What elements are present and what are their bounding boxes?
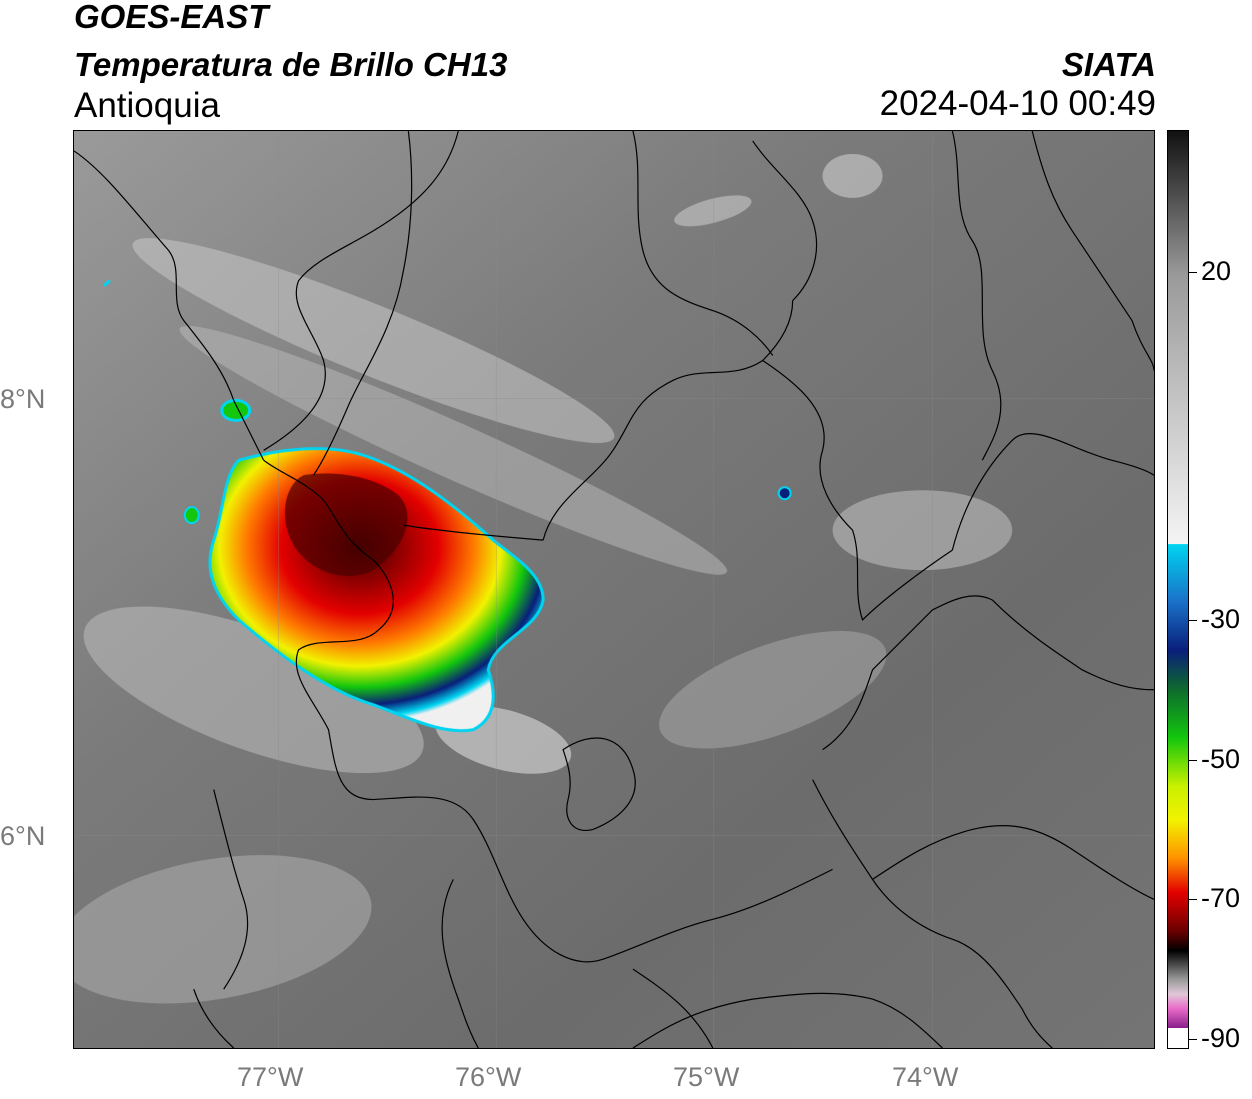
colorbar-label-minus30: -30 xyxy=(1201,604,1241,634)
colorbar-color-section xyxy=(1168,544,1188,1029)
grid-lines xyxy=(74,131,1154,1048)
colorbar-gray-section xyxy=(1168,131,1188,545)
satellite-title: GOES-EAST xyxy=(74,0,269,35)
colorbar-tick xyxy=(1189,1039,1197,1040)
borders xyxy=(74,131,1154,1048)
lat-label-6n: 6°N xyxy=(0,821,46,851)
colorbar-label-minus70: -70 xyxy=(1201,883,1241,913)
organization-label: SIATA xyxy=(1061,46,1156,83)
convective-cell xyxy=(102,279,792,733)
lon-label-77w: 77°W xyxy=(237,1062,304,1092)
lon-label-76w: 76°W xyxy=(455,1062,522,1092)
satellite-image xyxy=(74,131,1154,1048)
colorbar-white-end xyxy=(1168,1028,1188,1048)
colorbar-label-minus90: -90 xyxy=(1201,1023,1241,1053)
colorbar-tick xyxy=(1189,272,1197,273)
colorbar-tick xyxy=(1189,620,1197,621)
colorbar-label-minus50: -50 xyxy=(1201,744,1241,774)
map-panel xyxy=(73,130,1155,1049)
product-title: Temperatura de Brillo CH13 xyxy=(74,46,508,83)
lat-label-8n: 8°N xyxy=(0,384,46,414)
colorbar-label-20: 20 xyxy=(1201,256,1232,286)
datetime-label: 2024-04-10 00:49 xyxy=(879,84,1156,123)
region-title: Antioquia xyxy=(74,86,220,125)
lon-label-74w: 74°W xyxy=(892,1062,959,1092)
colorbar-tick xyxy=(1189,899,1197,900)
lon-label-75w: 75°W xyxy=(673,1062,740,1092)
temperature-colorbar xyxy=(1167,130,1189,1049)
colorbar-tick xyxy=(1189,760,1197,761)
